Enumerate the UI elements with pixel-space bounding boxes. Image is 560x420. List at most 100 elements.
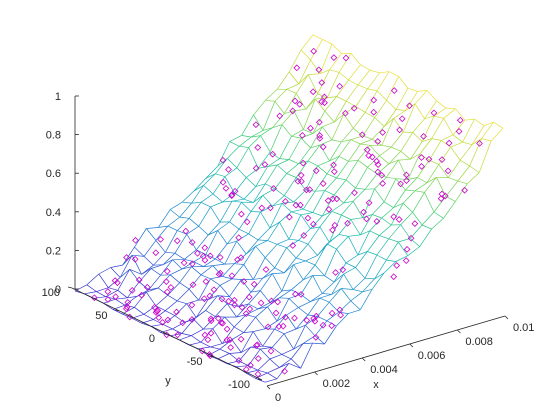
mesh-segment <box>262 101 276 131</box>
mesh-segment <box>167 216 180 227</box>
scatter-point <box>235 357 243 364</box>
mesh-segment <box>203 173 216 186</box>
mesh-segment <box>162 259 173 266</box>
scatter-point <box>240 278 248 285</box>
scatter-point <box>163 267 171 275</box>
mesh-segment <box>374 259 387 280</box>
scatter-point <box>339 266 347 274</box>
x-tick <box>504 315 509 320</box>
mesh-segment <box>291 129 304 137</box>
y-tick-label: 50 <box>95 310 107 322</box>
mesh-segment <box>376 238 390 256</box>
scatter-point <box>368 153 376 161</box>
scatter-point <box>390 213 398 221</box>
mesh-segment <box>210 278 221 286</box>
scatter-point <box>300 232 308 239</box>
mesh-segment <box>300 342 313 369</box>
z-tick-label: 0.6 <box>46 168 61 180</box>
mesh-segment <box>402 103 416 133</box>
mesh-segment <box>219 201 233 223</box>
mesh-segment <box>300 137 311 149</box>
scatter-point <box>321 99 328 107</box>
mesh-segment <box>108 287 118 291</box>
mesh-segment <box>210 206 221 223</box>
mesh-segment <box>260 135 271 153</box>
mesh-segment <box>324 110 335 123</box>
mesh-segment <box>402 203 413 213</box>
scatter-point <box>231 187 239 195</box>
mesh-segment <box>421 115 435 142</box>
scatter-point <box>261 161 269 168</box>
mesh-segment <box>305 165 318 191</box>
mesh-segment <box>379 155 390 165</box>
mesh-segment <box>298 147 311 164</box>
scatter-point <box>216 254 224 261</box>
mesh-segment <box>143 305 157 315</box>
mesh-segment <box>303 191 316 210</box>
mesh-segment <box>251 135 261 138</box>
mesh-segment <box>424 192 435 213</box>
mesh-segment <box>355 251 368 268</box>
mesh-segment <box>150 268 161 276</box>
mesh-segment <box>229 279 242 297</box>
mesh-segment <box>341 139 351 143</box>
mesh-segment <box>374 272 385 280</box>
mesh-segment <box>357 230 371 256</box>
mesh-segment <box>265 99 275 102</box>
mesh-segment <box>229 135 242 142</box>
mesh-segment <box>322 211 332 217</box>
mesh-segment <box>455 183 468 202</box>
scatter-point <box>297 201 304 209</box>
scatter-point <box>217 319 225 326</box>
mesh-segment <box>176 288 190 302</box>
mesh-segment <box>376 90 387 101</box>
mesh-segment <box>226 303 237 318</box>
mesh-segment <box>352 201 364 218</box>
scatter-point <box>398 115 406 123</box>
scatter-point <box>252 121 260 129</box>
mesh-segment <box>241 279 252 293</box>
mesh-segment <box>172 259 183 270</box>
mesh-segment <box>165 300 178 311</box>
scatter-point <box>152 249 160 257</box>
mesh-segment <box>258 239 268 241</box>
scatter-markers <box>91 47 483 378</box>
mesh-segment <box>260 273 273 291</box>
mesh-segment <box>222 192 235 203</box>
mesh-segment <box>410 153 420 160</box>
scatter-point <box>330 54 338 61</box>
mesh-segment <box>383 261 397 274</box>
mesh-segment <box>253 195 264 203</box>
scatter-point <box>402 257 410 264</box>
mesh-segment <box>445 107 456 110</box>
mesh-segment <box>96 291 107 298</box>
mesh-segment <box>307 144 321 162</box>
scatter-point <box>162 278 170 285</box>
scatter-point <box>330 168 338 175</box>
scatter-point <box>188 239 196 246</box>
scatter-point <box>282 198 289 205</box>
scatter-point <box>319 143 327 151</box>
mesh-segment <box>174 315 185 323</box>
mesh-segment <box>274 247 287 268</box>
x-tick <box>314 371 318 376</box>
mesh-segment <box>352 277 366 290</box>
mesh-segment <box>348 79 359 86</box>
mesh-segment <box>362 278 375 293</box>
mesh-segment <box>236 365 249 368</box>
mesh-segment <box>405 177 418 191</box>
mesh-segment <box>481 121 494 139</box>
mesh-segment <box>148 274 161 291</box>
mesh-segment <box>267 372 278 380</box>
scatter-point <box>215 270 223 278</box>
mesh-segment <box>405 91 418 111</box>
mesh-segment <box>184 249 197 260</box>
mesh-segment <box>252 331 263 347</box>
mesh-segment <box>365 111 375 118</box>
scatter-point <box>201 244 209 252</box>
y-tick-label: 100 <box>42 287 60 299</box>
scatter-point <box>350 104 358 112</box>
mesh-segment <box>319 293 332 299</box>
scatter-point <box>122 305 130 313</box>
mesh-segment <box>367 88 378 92</box>
